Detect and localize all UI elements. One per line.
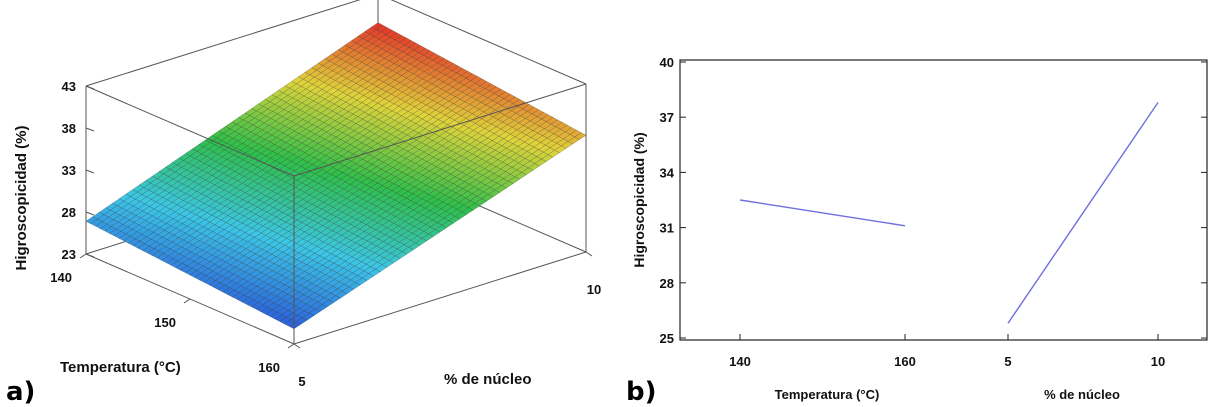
- plot-frame: [679, 59, 1208, 341]
- y-tick-label: 10: [587, 282, 601, 297]
- y-tick-label: 5: [298, 374, 305, 389]
- response-surface: [85, 22, 587, 330]
- surface-ticks: 23 28 33 38 43 140 150 160 5 10: [50, 79, 601, 389]
- effects-x-tick: 10: [1151, 354, 1165, 369]
- z-tick-label: 33: [62, 163, 76, 178]
- factor-label-nucleo: % de núcleo: [1044, 387, 1120, 402]
- effects-y-tick: 25: [660, 331, 674, 346]
- main-effects-plot: 25 28 31 34 37 40 140 160 5 10 Higroscopicidad (%…: [626, 55, 1208, 407]
- z-tick-label: 38: [62, 121, 76, 136]
- z-tick-label: 23: [62, 247, 76, 262]
- factor-label-temperatura: Temperatura (°C): [775, 387, 880, 402]
- effect-line: [739, 199, 906, 227]
- effects-y-label: Higroscopicidad (%): [631, 132, 647, 267]
- z-axis-label: Higroscopicidad (%): [13, 125, 30, 270]
- effects-x-tick: 140: [729, 354, 751, 369]
- x-tick-label: 140: [50, 270, 72, 285]
- effects-y-tick: 37: [660, 110, 674, 125]
- box-front-edges: [85, 83, 587, 344]
- z-tick-label: 43: [62, 79, 76, 94]
- x-tick-label: 160: [258, 360, 280, 375]
- effects-lines: [739, 102, 1159, 324]
- effects-y-tick: 34: [660, 165, 675, 180]
- panel-letter-a: a): [6, 377, 35, 407]
- effects-x-tick: 5: [1004, 354, 1011, 369]
- effects-y-tick: 31: [660, 221, 674, 236]
- panel-letter-b: b): [626, 377, 657, 407]
- effect-line: [1007, 102, 1159, 324]
- y-axis-label: % de núcleo: [444, 371, 532, 388]
- effects-y-tick: 40: [660, 55, 674, 70]
- effects-ticks: 25 28 31 34 37 40 140 160 5 10: [660, 55, 1207, 369]
- x-axis-label: Temperatura (°C): [60, 359, 181, 376]
- effects-x-tick: 160: [894, 354, 916, 369]
- surface-plot: 23 28 33 38 43 140 150 160 5 10 Higroscopicidad (…: [6, 0, 601, 407]
- z-tick-label: 28: [62, 205, 76, 220]
- effects-y-tick: 28: [660, 276, 674, 291]
- x-tick-label: 150: [154, 315, 176, 330]
